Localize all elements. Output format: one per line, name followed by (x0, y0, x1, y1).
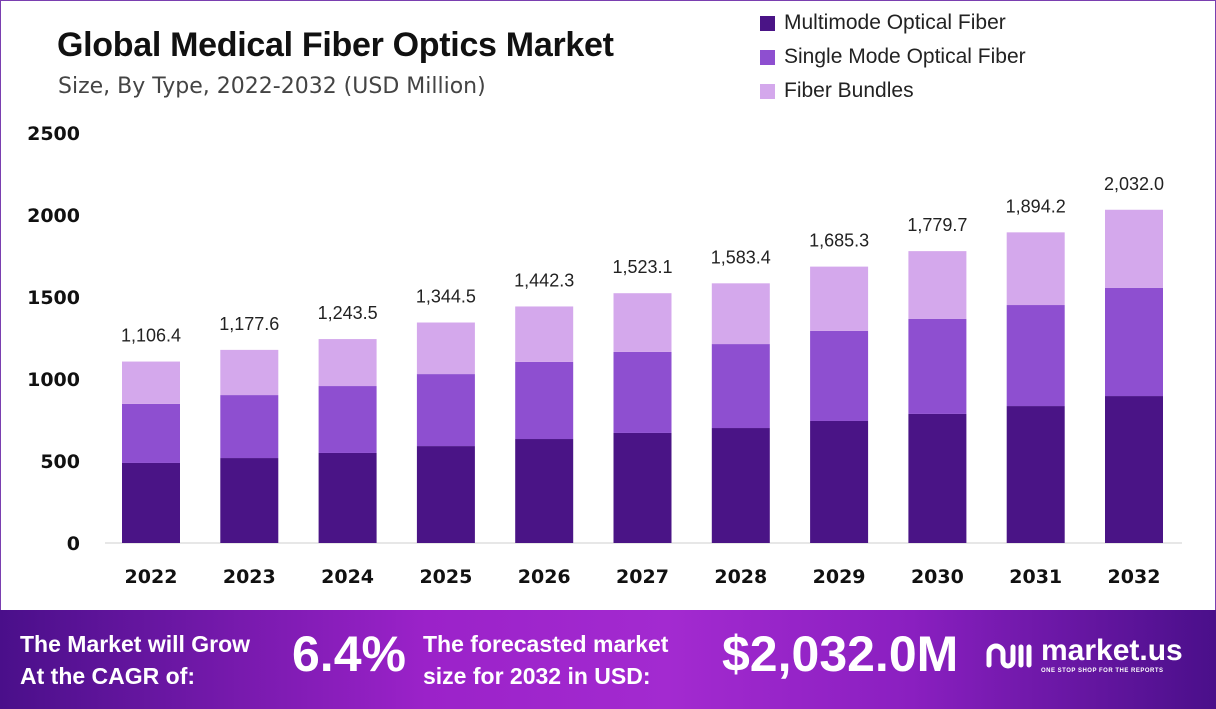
bar-segment-fiber-bundles (711, 283, 770, 345)
legend-item-single-mode: Single Mode Optical Fiber (760, 40, 1026, 74)
x-tick-label: 2027 (616, 566, 669, 588)
bar-segment-multimode-optical-fiber (220, 458, 279, 543)
total-data-label: 1,779.7 (907, 215, 967, 235)
bar-segment-single-mode-optical-fiber (416, 374, 475, 447)
y-tick-label: 500 (40, 451, 80, 473)
bar-segment-multimode-optical-fiber (1006, 406, 1065, 543)
total-data-label: 1,583.4 (711, 247, 771, 267)
bar-segment-single-mode-optical-fiber (711, 344, 770, 429)
stacked-bar-chart: 0 500 1000 1500 2000 2500 1,106.4 2022 1,177.6 20… (27, 123, 1182, 588)
bar-segment-fiber-bundles (908, 251, 967, 319)
legend-label: Fiber Bundles (784, 79, 914, 102)
x-tick-label: 2032 (1108, 566, 1161, 588)
x-tick-label: 2030 (911, 566, 964, 588)
x-tick-label: 2026 (518, 566, 571, 588)
x-tick-label: 2028 (714, 566, 767, 588)
bar-segment-single-mode-optical-fiber (122, 403, 180, 463)
total-data-label: 2,032.0 (1104, 174, 1164, 194)
cagr-label: The Market will Grow At the CAGR of: (20, 628, 250, 692)
total-data-label: 1,177.6 (219, 314, 279, 334)
y-tick-label: 0 (67, 533, 80, 555)
x-tick-label: 2031 (1009, 566, 1062, 588)
legend-swatch (760, 83, 775, 99)
market-us-logo: market.us ONE STOP SHOP FOR THE REPORTS (985, 635, 1183, 676)
bar-segment-multimode-optical-fiber (122, 462, 180, 543)
bar-segment-single-mode-optical-fiber (318, 386, 377, 453)
bar-segment-fiber-bundles (416, 322, 475, 375)
bar-segment-fiber-bundles (810, 266, 869, 331)
bar-segment-multimode-optical-fiber (416, 446, 475, 543)
bar-segment-fiber-bundles (122, 361, 180, 404)
bar-segment-multimode-optical-fiber (908, 413, 967, 543)
bar-segment-multimode-optical-fiber (515, 439, 574, 543)
y-tick-label: 1000 (27, 369, 80, 391)
total-data-label: 1,344.5 (416, 287, 476, 307)
bar-segment-fiber-bundles (613, 293, 672, 352)
x-tick-label: 2022 (125, 566, 178, 588)
bar-segment-multimode-optical-fiber (318, 452, 377, 543)
total-data-label: 1,106.4 (121, 326, 181, 346)
cagr-label-line1: The Market will Grow (20, 631, 251, 657)
bar-segment-single-mode-optical-fiber (1105, 287, 1163, 397)
legend: Multimode Optical Fiber Single Mode Opti… (760, 6, 1026, 108)
total-data-label: 1,442.3 (514, 270, 574, 290)
bar-segment-single-mode-optical-fiber (1006, 305, 1065, 407)
bar-segment-fiber-bundles (220, 349, 279, 396)
chart-subtitle: Size, By Type, 2022-2032 (USD Million) (58, 74, 486, 99)
x-tick-label: 2024 (321, 566, 374, 588)
total-data-label: 1,685.3 (809, 231, 869, 251)
total-data-label: 1,894.2 (1006, 196, 1066, 216)
x-tick-label: 2029 (813, 566, 866, 588)
y-tick-label: 1500 (27, 287, 80, 309)
logo-icon (986, 643, 1032, 668)
footer-banner: The Market will Grow At the CAGR of: 6.4%… (0, 610, 1216, 709)
x-tick-label: 2023 (223, 566, 276, 588)
legend-swatch (760, 15, 775, 31)
logo-tagline: ONE STOP SHOP FOR THE REPORTS (1041, 668, 1164, 674)
y-tick-label: 2000 (27, 205, 80, 227)
bar-segment-fiber-bundles (1105, 209, 1163, 288)
legend-label: Multimode Optical Fiber (784, 11, 1006, 34)
legend-swatch (760, 49, 775, 65)
bar-segment-single-mode-optical-fiber (613, 351, 672, 433)
bar-segment-fiber-bundles (515, 306, 574, 362)
bar-segment-multimode-optical-fiber (711, 428, 770, 543)
legend-item-fiber-bundles: Fiber Bundles (760, 74, 1026, 108)
forecast-value: $2,032.0M (722, 626, 959, 682)
bar-segment-fiber-bundles (1006, 232, 1065, 306)
bar-segment-single-mode-optical-fiber (810, 330, 869, 421)
bar-segment-single-mode-optical-fiber (220, 395, 279, 459)
x-tick-label: 2025 (419, 566, 472, 588)
total-data-label: 1,243.5 (318, 303, 378, 323)
bar-segment-single-mode-optical-fiber (515, 361, 574, 440)
bar-segment-multimode-optical-fiber (1105, 396, 1163, 543)
cagr-value: 6.4% (292, 626, 406, 682)
chart-title: Global Medical Fiber Optics Market (57, 26, 614, 64)
cagr-label-line2: At the CAGR of: (20, 663, 196, 689)
forecast-label: The forecasted market size for 2032 in US… (423, 628, 668, 692)
total-data-label: 1,523.1 (612, 257, 672, 277)
legend-item-multimode: Multimode Optical Fiber (760, 6, 1026, 40)
bar-segment-multimode-optical-fiber (613, 432, 672, 543)
bar-segment-single-mode-optical-fiber (908, 318, 967, 414)
forecast-label-line2: size for 2032 in USD: (423, 663, 651, 689)
legend-label: Single Mode Optical Fiber (784, 45, 1026, 68)
logo-wordmark: market.us (1041, 634, 1183, 667)
bar-segment-multimode-optical-fiber (810, 420, 869, 543)
bar-segment-fiber-bundles (318, 339, 377, 387)
logo-text: market.us ONE STOP SHOP FOR THE REPORTS (1041, 635, 1183, 676)
y-tick-label: 2500 (27, 123, 80, 145)
forecast-label-line1: The forecasted market (423, 631, 669, 657)
